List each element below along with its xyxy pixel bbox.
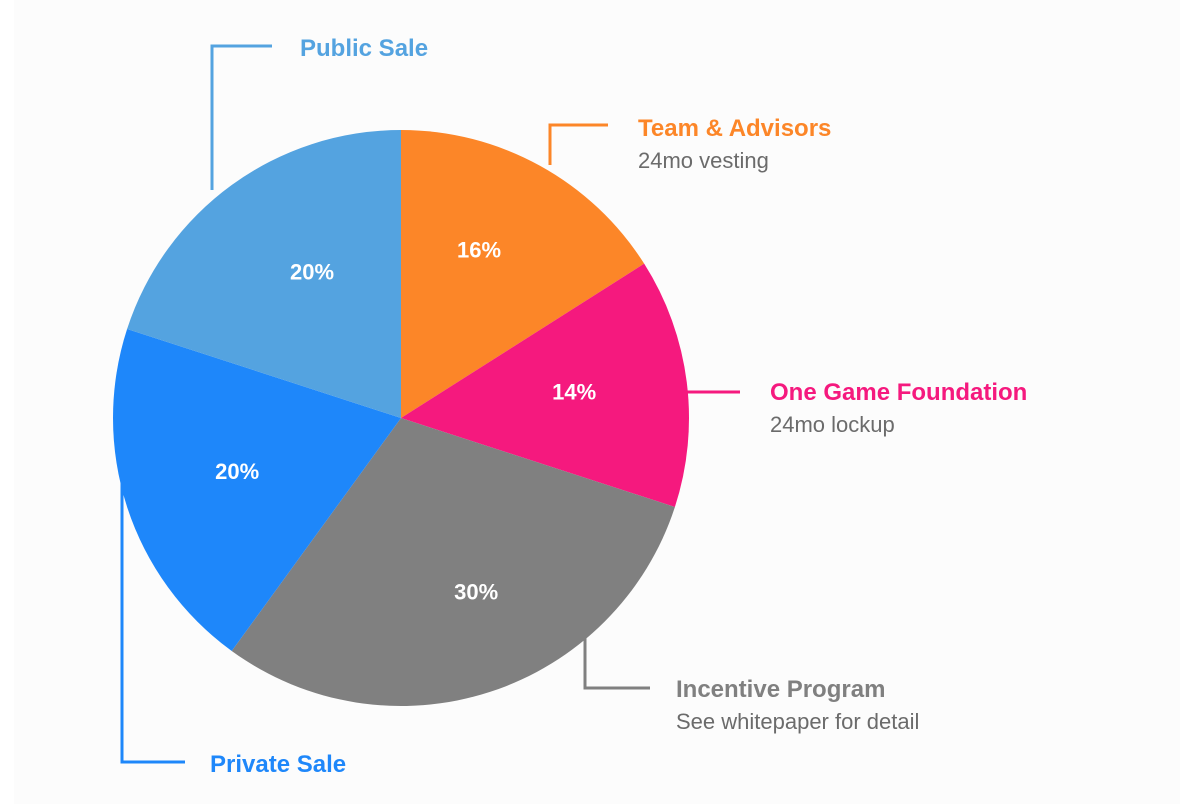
pie-slice-public-sale <box>127 130 401 418</box>
slice-value-label-private-sale: 20% <box>215 459 259 484</box>
callout-name-private-sale: Private Sale <box>210 751 346 778</box>
callout-name-incentive-program: Incentive Program <box>676 676 885 703</box>
callout-note-one-game-foundation: 24mo lockup <box>770 412 895 437</box>
callout-note-team-and-advisors: 24mo vesting <box>638 148 769 173</box>
pie-slice-team-and-advisors <box>401 130 645 418</box>
slice-value-label-team-and-advisors: 16% <box>457 237 501 262</box>
callout-line-private-sale <box>120 430 185 764</box>
callout-lines <box>120 44 740 764</box>
slice-value-label-incentive-program: 30% <box>454 580 498 605</box>
callout-line-incentive-program <box>583 630 650 690</box>
pie-slice-private-sale <box>113 329 402 651</box>
pie-slice-one-game-foundation <box>401 263 689 507</box>
slice-value-labels: 16% 14% 30% 20% 20% <box>215 237 596 604</box>
pie-slices <box>113 130 689 706</box>
callout-line-public-sale <box>210 44 272 190</box>
callout-labels: Team & Advisors 24mo vesting One Game Foun… <box>210 35 1027 778</box>
slice-value-label-one-game-foundation: 14% <box>552 379 596 404</box>
callout-name-public-sale: Public Sale <box>300 35 428 62</box>
pie-slice-incentive-program <box>231 418 675 706</box>
callout-name-one-game-foundation: One Game Foundation <box>770 379 1027 406</box>
slice-value-label-public-sale: 20% <box>290 259 334 284</box>
callout-name-team-and-advisors: Team & Advisors <box>638 115 831 142</box>
callout-note-incentive-program: See whitepaper for detail <box>676 709 919 734</box>
callout-line-team-and-advisors <box>548 123 608 165</box>
